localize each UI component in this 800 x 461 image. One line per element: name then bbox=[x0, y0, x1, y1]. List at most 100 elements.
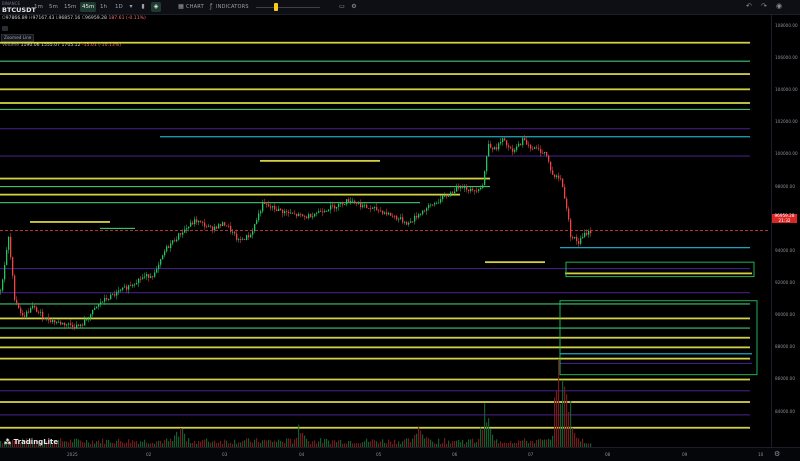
volume-bar bbox=[486, 422, 488, 447]
candle-body bbox=[60, 321, 62, 325]
candle-body bbox=[442, 195, 444, 200]
candle-body bbox=[260, 211, 262, 214]
candle-body bbox=[374, 207, 376, 208]
volume-bar bbox=[362, 442, 364, 447]
chart-button[interactable]: CHART bbox=[186, 4, 204, 10]
volume-bar bbox=[94, 443, 96, 447]
candle-body bbox=[584, 232, 586, 237]
volume-bar bbox=[582, 438, 584, 447]
volume-bar bbox=[410, 442, 412, 447]
volume-bar bbox=[312, 441, 314, 447]
candle-body bbox=[418, 214, 420, 218]
undo-icon[interactable]: ↶ bbox=[746, 2, 752, 10]
candle-body bbox=[198, 220, 200, 223]
volume-bar bbox=[550, 439, 552, 447]
indicators-button[interactable]: INDICATORS bbox=[216, 4, 249, 10]
candle-body bbox=[306, 216, 308, 219]
candle-body bbox=[312, 216, 314, 218]
volume-bar bbox=[198, 440, 200, 447]
volume-bar bbox=[38, 443, 40, 447]
candle-body bbox=[590, 230, 592, 234]
x-tick: 04 bbox=[299, 452, 305, 457]
volume-bar bbox=[192, 442, 194, 447]
volume-v1: 1190.06 bbox=[20, 43, 40, 48]
redo-icon[interactable]: ↷ bbox=[761, 2, 767, 10]
candle-body bbox=[554, 174, 556, 177]
candle-body bbox=[336, 206, 338, 209]
candle-type-icon[interactable]: ▮ bbox=[141, 3, 145, 10]
timeframe-15m[interactable]: 15m bbox=[64, 4, 77, 10]
candle-body bbox=[182, 232, 184, 235]
camera-icon[interactable]: ◉ bbox=[776, 2, 783, 10]
candle-body bbox=[6, 249, 8, 265]
candle-body bbox=[378, 210, 380, 212]
volume-bar bbox=[380, 441, 382, 447]
overlay-tag[interactable]: Zoomed Line bbox=[1, 34, 35, 42]
volume-bar bbox=[424, 438, 426, 447]
volume-bar bbox=[268, 439, 270, 447]
indicators-icon[interactable]: ƒ bbox=[209, 3, 213, 10]
candle-body bbox=[416, 215, 418, 218]
collapse-indicators-button[interactable] bbox=[2, 26, 8, 31]
volume-bar bbox=[246, 438, 248, 447]
candle-body bbox=[314, 213, 316, 217]
candle-body bbox=[158, 264, 160, 270]
volume-bar bbox=[166, 438, 168, 447]
timeframe-5m[interactable]: 5m bbox=[49, 4, 58, 10]
time-axis[interactable]: 2025 02 03 04 05 06 07 08 09 10 bbox=[0, 447, 800, 461]
volume-bar bbox=[196, 443, 198, 447]
settings-icon[interactable]: ⚙ bbox=[351, 3, 357, 10]
candle-body bbox=[122, 287, 124, 290]
volume-bar bbox=[294, 439, 296, 447]
volume-bar bbox=[436, 443, 438, 447]
price-axis[interactable]: 108000.00 106000.00 104000.00 102000.00 … bbox=[771, 15, 800, 447]
volume-bar bbox=[190, 443, 192, 447]
timeframe-45m[interactable]: 45m bbox=[80, 2, 97, 12]
chevron-down-icon[interactable]: ▾ bbox=[129, 3, 133, 10]
candle-body bbox=[546, 151, 548, 156]
candle-body bbox=[246, 235, 248, 240]
ohlc-high: 97167.43 bbox=[32, 16, 55, 21]
candle-body bbox=[88, 318, 90, 320]
volume-bar bbox=[290, 438, 292, 447]
candle-body bbox=[558, 175, 560, 179]
candle-body bbox=[104, 298, 106, 302]
candle-body bbox=[322, 211, 324, 213]
volume-bar bbox=[418, 427, 420, 447]
candle-body bbox=[532, 148, 534, 150]
settings-gear-icon[interactable]: ⚙ bbox=[774, 450, 781, 458]
candle-body bbox=[212, 226, 214, 231]
candle-body bbox=[266, 203, 268, 205]
heatmap-slider-thumb[interactable] bbox=[274, 3, 278, 11]
heatmap-slider-track[interactable] bbox=[256, 7, 320, 8]
volume-bar bbox=[60, 438, 62, 447]
candle-body bbox=[248, 235, 250, 238]
volume-bar bbox=[336, 442, 338, 447]
candle-body bbox=[98, 303, 100, 307]
timeframe-1d[interactable]: 1D bbox=[115, 4, 123, 10]
volume-bar bbox=[446, 443, 448, 447]
current-price-value: 96959.28 bbox=[774, 213, 795, 218]
window-icon[interactable]: ▭ bbox=[339, 3, 345, 10]
heatmap-chart[interactable] bbox=[0, 15, 770, 447]
volume-bar bbox=[450, 443, 452, 447]
layers-icon[interactable]: ◈ bbox=[151, 2, 161, 12]
volume-bar bbox=[548, 438, 550, 447]
volume-label: Volume bbox=[2, 43, 20, 48]
candle-body bbox=[412, 221, 414, 223]
candle-body bbox=[510, 147, 512, 149]
symbol-selector[interactable]: BINANCE BTCUSDT bbox=[2, 1, 36, 13]
candle-body bbox=[364, 204, 366, 206]
volume-bar bbox=[504, 442, 506, 447]
volume-bar bbox=[2, 443, 4, 447]
timeframe-1m[interactable]: 1m bbox=[34, 4, 43, 10]
candle-body bbox=[32, 305, 34, 309]
candle-body bbox=[194, 219, 196, 225]
candle-body bbox=[16, 299, 18, 304]
candle-body bbox=[58, 321, 60, 323]
timeframe-1h[interactable]: 1h bbox=[100, 4, 107, 10]
volume-bar bbox=[64, 441, 66, 447]
chart-icon[interactable]: ▦ bbox=[178, 3, 184, 10]
candle-body bbox=[90, 314, 92, 319]
volume-bar bbox=[518, 440, 520, 447]
